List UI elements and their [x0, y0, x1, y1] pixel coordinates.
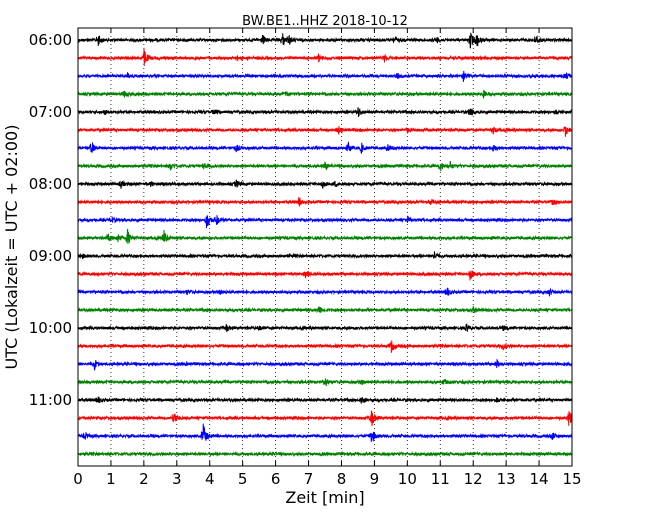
trace-line-1015: [77, 340, 573, 353]
x-tick-label: 0: [73, 470, 83, 488]
y-tick-label: 08:00: [29, 175, 72, 193]
x-tick-label: 14: [530, 470, 549, 488]
x-tick-label: 11: [431, 470, 450, 488]
trace-line-0800: [77, 179, 573, 189]
trace-line-0845: [77, 228, 573, 244]
x-tick-label: 6: [271, 470, 281, 488]
y-tick-label: 07:00: [29, 103, 72, 121]
trace-line-0745: [77, 160, 573, 172]
trace-line-1030: [77, 359, 573, 371]
x-tick-label: 8: [337, 470, 347, 488]
trace-line-1145: [77, 450, 573, 458]
x-tick-label: 4: [205, 470, 215, 488]
trace-line-0815: [77, 197, 573, 208]
chart-title: BW.BE1..HHZ 2018-10-12: [242, 14, 408, 29]
y-tick-label: 10:00: [29, 319, 72, 337]
x-tick-label: 2: [139, 470, 149, 488]
y-axis-label: UTC (Lokalzeit = UTC + 02:00): [2, 125, 21, 370]
trace-line-0600: [77, 32, 573, 49]
y-tick-label: 09:00: [29, 247, 72, 265]
x-tick-label: 13: [497, 470, 516, 488]
trace-line-1130: [77, 423, 573, 442]
trace-line-0830: [77, 215, 573, 229]
trace-line-1000: [77, 323, 573, 332]
x-axis-ticks: 0 1 2 3 4 5 6 7 8 9 10 11 12 13 14 15: [73, 28, 582, 488]
trace-line-0900: [77, 251, 573, 260]
plot-frame: [77, 27, 573, 467]
trace-line-1100: [77, 396, 573, 404]
trace-line-0945: [77, 306, 573, 314]
x-tick-label: 9: [370, 470, 380, 488]
x-tick-label: 3: [172, 470, 182, 488]
y-tick-label: 06:00: [29, 31, 72, 49]
x-tick-label: 15: [562, 470, 581, 488]
trace-line-0615: [77, 47, 573, 67]
x-tick-label: 5: [238, 470, 248, 488]
x-tick-label: 10: [398, 470, 417, 488]
x-tick-label: 7: [304, 470, 314, 488]
trace-line-0915: [77, 270, 573, 281]
trace-line-0730: [77, 141, 573, 154]
x-tick-label: 12: [464, 470, 483, 488]
trace-line-0715: [77, 125, 573, 137]
trace-line-0645: [77, 89, 573, 99]
trace-line-0700: [77, 107, 573, 117]
trace-line-1045: [77, 378, 573, 387]
x-axis-label: Zeit [min]: [285, 488, 364, 507]
trace-line-1115: [77, 410, 573, 427]
seismic-traces: [77, 32, 573, 458]
x-tick-label: 1: [106, 470, 116, 488]
y-tick-label: 11:00: [29, 391, 72, 409]
trace-line-0630: [77, 70, 573, 82]
y-axis-ticks: 06:00 07:00 08:00 09:00 10:00 11:00: [29, 31, 572, 409]
trace-line-0930: [77, 287, 573, 298]
